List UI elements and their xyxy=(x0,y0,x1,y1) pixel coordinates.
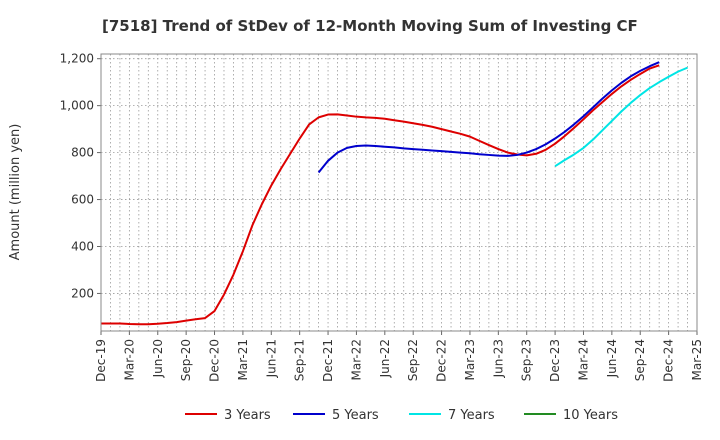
x-axis-ticks: Dec-19 Mar-20 Jun-20 Sep-20 Dec-20 Mar-21 Jun-… xyxy=(94,331,704,382)
legend: 3 Years 5 Years 7 Years 10 Years xyxy=(185,408,618,423)
gridlines xyxy=(101,54,697,331)
legend-label-7-years: 7 Years xyxy=(448,408,495,423)
x-tick-label: Dec-24 xyxy=(662,339,676,382)
x-tick-label: Jun-23 xyxy=(491,339,505,378)
x-tick-label: Dec-19 xyxy=(94,339,108,382)
chart-title: [7518] Trend of StDev of 12-Month Moving… xyxy=(102,17,638,35)
x-tick-label: Dec-20 xyxy=(208,339,222,382)
series-line-3-years xyxy=(101,64,660,326)
x-tick-label: Sep-22 xyxy=(406,339,420,381)
x-tick-label: Mar-24 xyxy=(576,339,590,380)
y-tick-label: 600 xyxy=(71,193,94,207)
series-line-7-years xyxy=(554,66,688,168)
y-tick-label: 1,000 xyxy=(60,99,94,113)
x-tick-label: Dec-23 xyxy=(548,339,562,382)
y-axis-label: Amount (million yen) xyxy=(8,124,23,261)
x-tick-label: Sep-23 xyxy=(520,339,534,381)
legend-label-3-years: 3 Years xyxy=(224,408,271,423)
x-tick-label: Mar-21 xyxy=(236,339,250,380)
series-line-5-years xyxy=(317,61,660,174)
x-tick-label: Sep-21 xyxy=(293,339,307,381)
y-tick-label: 200 xyxy=(71,286,94,300)
x-tick-label: Sep-24 xyxy=(633,339,647,381)
legend-label-5-years: 5 Years xyxy=(332,408,379,423)
y-tick-label: 1,200 xyxy=(60,52,94,66)
x-tick-label: Jun-24 xyxy=(605,339,619,378)
x-tick-label: Mar-22 xyxy=(349,339,363,380)
plot-frame xyxy=(100,53,698,332)
x-tick-label: Mar-25 xyxy=(690,339,704,380)
x-tick-label: Sep-20 xyxy=(179,339,193,381)
x-tick-label: Mar-20 xyxy=(122,339,136,380)
series-lines xyxy=(101,61,688,326)
x-tick-label: Jun-22 xyxy=(378,339,392,378)
x-tick-label: Mar-23 xyxy=(463,339,477,380)
x-tick-label: Dec-22 xyxy=(435,339,449,382)
legend-label-10-years: 10 Years xyxy=(563,408,618,423)
x-tick-label: Jun-20 xyxy=(151,339,165,378)
y-axis-ticks: 200 400 600 800 1,000 1,200 xyxy=(60,52,101,300)
y-tick-label: 400 xyxy=(71,239,94,253)
x-tick-label: Dec-21 xyxy=(321,339,335,382)
y-tick-label: 800 xyxy=(71,146,94,160)
x-tick-label: Jun-21 xyxy=(264,339,278,378)
